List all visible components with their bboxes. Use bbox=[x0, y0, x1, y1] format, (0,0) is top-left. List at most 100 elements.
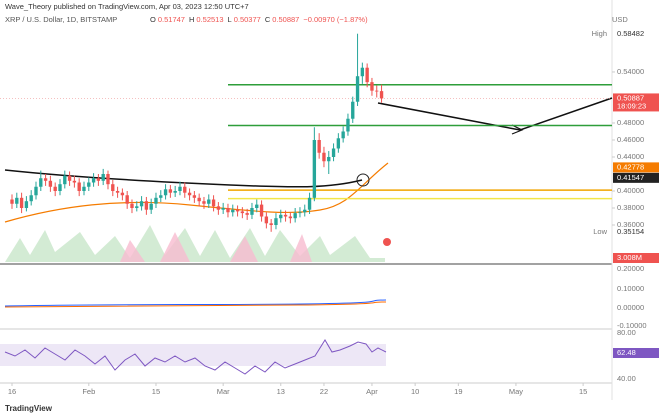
candle-body bbox=[235, 209, 240, 212]
candle-body bbox=[178, 186, 182, 192]
y-tick-label: 0.46000 bbox=[617, 135, 644, 144]
header: Wave_Theory published on TradingView.com… bbox=[5, 2, 249, 11]
rsi-line bbox=[4, 339, 387, 375]
macd-line bbox=[4, 299, 387, 307]
candle-body bbox=[53, 186, 57, 192]
candle-body bbox=[72, 180, 77, 183]
candle-body bbox=[58, 184, 62, 192]
rsi-label-box bbox=[613, 348, 659, 358]
candle-body bbox=[283, 214, 288, 217]
change: −0.00970 (−1.87%) bbox=[303, 15, 368, 24]
volume-label: 3.008M bbox=[617, 253, 642, 262]
candle-body bbox=[24, 201, 29, 209]
price-timer: 18:09:23 bbox=[617, 101, 646, 110]
candle-body bbox=[159, 195, 163, 198]
candle-body bbox=[144, 201, 149, 210]
candle-body bbox=[331, 148, 336, 157]
candle-body bbox=[370, 82, 374, 91]
candle-body bbox=[149, 203, 153, 210]
ohlc: O 0.51747 H 0.52513 L 0.50377 C 0.50887 −0.00970… bbox=[150, 15, 368, 24]
ma-50 bbox=[4, 162, 389, 223]
candle-body bbox=[351, 101, 355, 119]
candle-body bbox=[274, 218, 278, 226]
candle-body bbox=[279, 214, 283, 219]
candle-body bbox=[303, 209, 307, 213]
ma-200 bbox=[4, 169, 363, 188]
price-label-box bbox=[613, 162, 659, 173]
candle-body bbox=[91, 178, 96, 183]
projection-arrow bbox=[377, 97, 613, 131]
candle-body bbox=[375, 90, 379, 92]
candle-body bbox=[77, 182, 81, 192]
candle-body bbox=[298, 212, 302, 214]
y-tick-label: 0.40000 bbox=[617, 186, 644, 195]
rsi-label: 40.00 bbox=[617, 374, 636, 383]
arrow-head bbox=[511, 124, 524, 135]
price-label: 0.41547 bbox=[617, 173, 644, 182]
candle-body bbox=[355, 76, 360, 102]
volume-area bbox=[120, 232, 312, 262]
x-tick-label: 22 bbox=[320, 387, 328, 396]
x-tick-label: Apr bbox=[366, 387, 378, 396]
y-tick-label: 0.36000 bbox=[617, 220, 644, 229]
price-label-box bbox=[613, 28, 659, 39]
price-label: 0.58482 bbox=[617, 29, 644, 38]
candle-body bbox=[336, 138, 341, 149]
macd-label: 0.10000 bbox=[617, 284, 644, 293]
candle-body bbox=[139, 201, 144, 207]
candle-body bbox=[101, 173, 105, 181]
candle-body bbox=[168, 189, 173, 193]
candle-body bbox=[10, 199, 14, 204]
candle-body bbox=[264, 216, 269, 224]
footer: TradingView bbox=[5, 404, 53, 413]
x-tick-label: 16 bbox=[8, 387, 16, 396]
candle-body bbox=[173, 191, 177, 193]
x-tick-label: Feb bbox=[82, 387, 95, 396]
candle-body bbox=[192, 195, 197, 198]
rsi-label: 62.48 bbox=[617, 348, 636, 357]
candle-body bbox=[43, 178, 48, 181]
ohlc-caption: O bbox=[150, 15, 156, 24]
candle-body bbox=[317, 139, 321, 153]
candle-body bbox=[82, 186, 86, 192]
candle-body bbox=[197, 197, 201, 202]
highlight-circle bbox=[356, 173, 370, 187]
price-caption: High bbox=[592, 29, 607, 38]
candle-body bbox=[207, 199, 211, 204]
symbol: XRP / U.S. Dollar, 1D, BITSTAMP bbox=[5, 15, 117, 24]
ohlc-value: 0.50887 bbox=[272, 15, 299, 24]
x-tick-label: 13 bbox=[277, 387, 285, 396]
candle-body bbox=[245, 213, 249, 215]
volume-label-box bbox=[613, 253, 659, 263]
currency: USD bbox=[612, 15, 628, 24]
ohlc-caption: L bbox=[228, 15, 232, 24]
candle-body bbox=[130, 203, 134, 209]
candle-body bbox=[19, 197, 24, 209]
candle-body bbox=[106, 173, 110, 185]
ohlc-value: 0.51747 bbox=[158, 15, 185, 24]
volume-area bbox=[5, 225, 385, 262]
candle-body bbox=[115, 191, 120, 193]
candle-body bbox=[120, 192, 125, 196]
candle-body bbox=[307, 197, 312, 210]
price-label-box bbox=[613, 172, 659, 183]
rsi-band bbox=[0, 344, 386, 366]
event-icon[interactable] bbox=[383, 238, 391, 246]
candle-body bbox=[346, 118, 350, 132]
macd-label: 0.00000 bbox=[617, 303, 644, 312]
candle-body bbox=[211, 199, 216, 207]
ohlc-caption: C bbox=[265, 15, 271, 24]
candle-body bbox=[221, 208, 225, 210]
candle-body bbox=[365, 67, 369, 83]
candle-body bbox=[231, 209, 235, 213]
candle-body bbox=[341, 131, 345, 139]
candle-body bbox=[360, 67, 365, 77]
candle-body bbox=[48, 180, 53, 187]
ohlc-caption: H bbox=[189, 15, 194, 24]
candle-body bbox=[111, 184, 115, 192]
x-tick-label: Mar bbox=[217, 387, 230, 396]
candle-body bbox=[312, 139, 317, 198]
candle-body bbox=[67, 175, 72, 181]
ohlc-value: 0.52513 bbox=[196, 15, 223, 24]
